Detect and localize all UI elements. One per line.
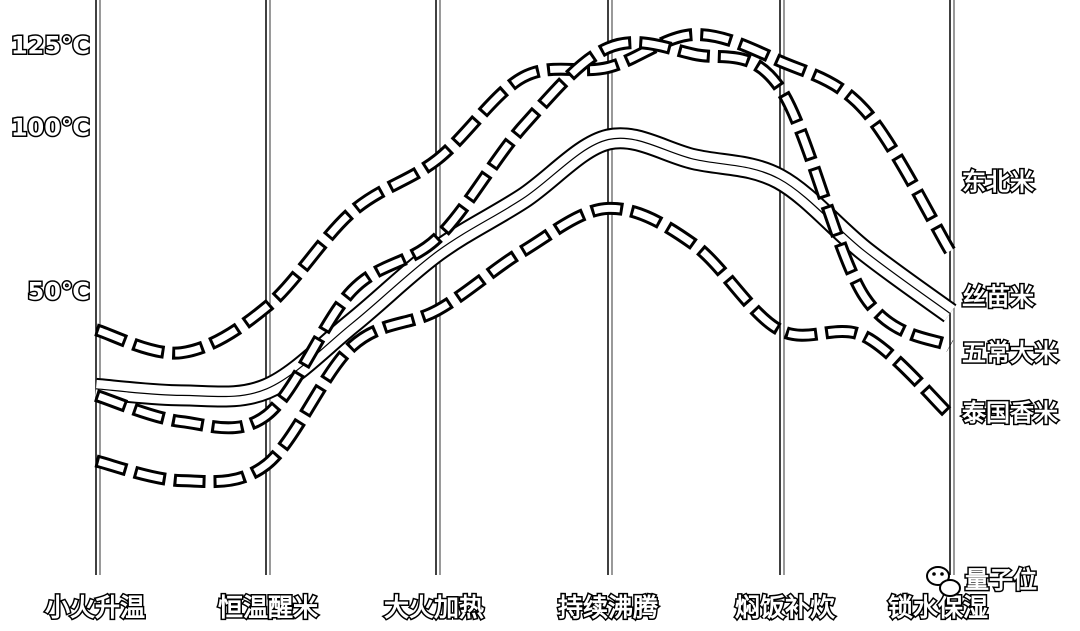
- series-label-taiguo: 泰国香米: [962, 399, 1058, 427]
- y-axis-ticks: 125℃ 100℃ 50℃: [9, 30, 91, 307]
- series-simiao: [95, 127, 957, 408]
- x-stage-label: 持续沸腾: [558, 593, 659, 622]
- series-wuchang: [93, 36, 954, 435]
- series-taiguo: [94, 201, 955, 489]
- series-dongbei: [94, 28, 956, 360]
- wechat-icon: [926, 566, 961, 597]
- y-tick-label: 50℃: [28, 277, 90, 305]
- x-stage-label: 小火升温: [45, 593, 145, 622]
- x-stage-label: 焖饭补炊: [735, 593, 836, 622]
- series-lines: [93, 28, 957, 489]
- series-label-simiao: 丝苗米: [962, 283, 1034, 311]
- x-stage-label: 大火加热: [384, 593, 484, 622]
- series-label-wuchang: 五常大米: [962, 339, 1058, 367]
- x-stage-label: 锁水保湿: [888, 593, 988, 622]
- series-line: [95, 204, 953, 486]
- stage-dividers: [95, 0, 955, 575]
- series-line-outline: [94, 201, 955, 489]
- x-axis-stage-labels: 小火升温 恒温醒米 大火加热 持续沸腾 焖饭补炊 锁水保湿: [43, 592, 989, 624]
- watermark-text: 量子位: [965, 566, 1037, 594]
- x-stage-label: 恒温醒米: [218, 593, 319, 622]
- series-line: [94, 31, 953, 357]
- series-label-dongbei: 东北米: [962, 168, 1034, 196]
- series-line-outline: [93, 36, 954, 435]
- y-tick-label: 100℃: [11, 113, 90, 141]
- y-tick-label: 125℃: [11, 31, 90, 59]
- series-line: [95, 137, 951, 398]
- watermark: 量子位: [926, 565, 1039, 597]
- series-line: [94, 39, 952, 432]
